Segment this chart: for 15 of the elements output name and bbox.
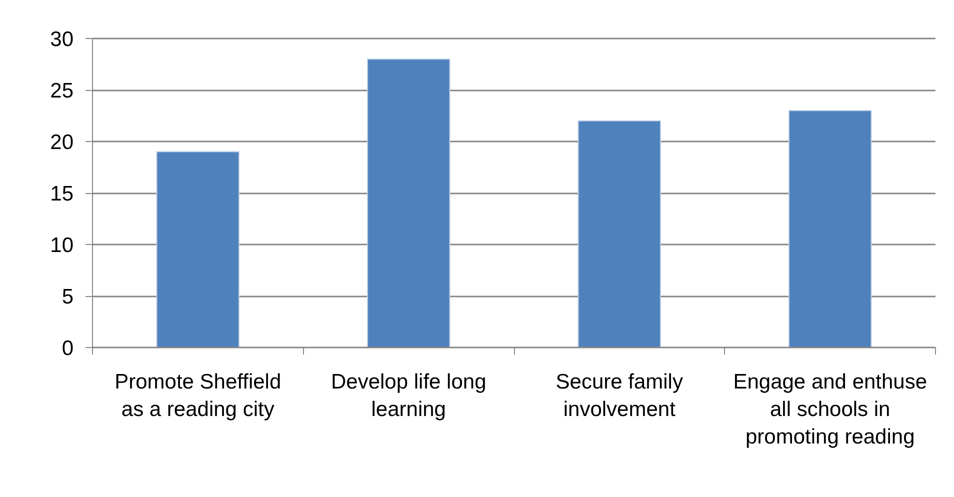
bar	[788, 110, 872, 348]
bar	[578, 120, 661, 348]
x-tick-label: Engage and enthuse all schools in promoting reading	[733, 370, 928, 449]
x-tick-label: Develop life long learning	[330, 370, 486, 422]
bar	[156, 151, 240, 348]
x-tick-label: Promote Sheffield as a reading city	[114, 370, 282, 422]
bar	[367, 58, 450, 348]
y-tick-label: 5	[62, 286, 74, 308]
y-tick-label: 30	[50, 28, 74, 51]
y-tick-label: 20	[50, 131, 74, 154]
y-tick-label: 15	[50, 182, 74, 206]
x-tick-label: Secure family involvement	[556, 370, 684, 422]
y-tick-label: 0	[62, 337, 74, 360]
y-tick-label: 10	[50, 234, 74, 257]
y-tick-label: 25	[50, 80, 74, 102]
